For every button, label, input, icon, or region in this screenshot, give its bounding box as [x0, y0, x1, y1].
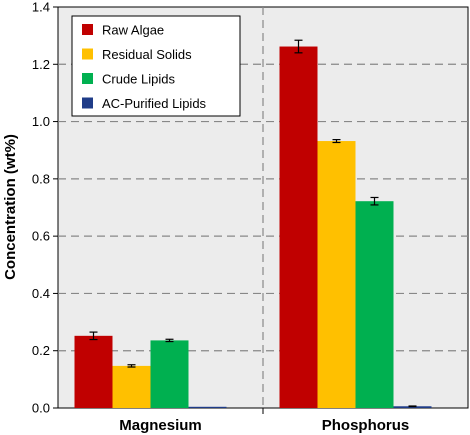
bar-residual-solids-magnesium	[112, 365, 151, 408]
y-tick-label-6: 1.2	[32, 57, 50, 72]
bar-crude-lipids-phosphorus	[355, 201, 394, 408]
bar-residual-solids-phosphorus	[317, 141, 356, 408]
y-tick-label-0: 0.0	[32, 401, 50, 416]
y-tick-label-4: 0.8	[32, 171, 50, 186]
legend-label-3: AC-Purified Lipids	[102, 96, 207, 111]
legend-label-1: Residual Solids	[102, 47, 192, 62]
y-tick-label-5: 1.0	[32, 114, 50, 129]
x-category-label-0: Magnesium	[119, 417, 202, 434]
legend-label-0: Raw Algae	[102, 23, 164, 38]
bar-crude-lipids-magnesium	[150, 340, 189, 408]
legend-box	[71, 15, 241, 117]
bar-ac-purified-lipids-magnesium	[188, 406, 227, 408]
legend-swatch-3	[82, 97, 93, 109]
y-tick-label-2: 0.4	[32, 286, 50, 301]
x-category-label-1: Phosphorus	[322, 417, 410, 434]
y-tick-label-3: 0.6	[32, 229, 50, 244]
legend-swatch-2	[82, 73, 93, 84]
legend: Raw Algae Residual Solids Crude Lipids AC-P…	[71, 15, 241, 117]
legend-swatch-1	[82, 48, 93, 60]
y-tick-label-1: 0.2	[32, 343, 50, 358]
legend-label-2: Crude Lipids	[102, 72, 175, 87]
bars-layer	[74, 39, 432, 409]
y-tick-label-7: 1.4	[32, 0, 50, 15]
legend-swatch-0	[82, 24, 93, 35]
bar-raw-algae-phosphorus	[279, 46, 318, 409]
bar-raw-algae-magnesium	[74, 335, 113, 408]
y-axis-title: Concentration (wt%)	[2, 134, 19, 280]
axes-layer: 0.0 0.2 0.4 0.6 0.8 1.0 1.2 1.4 Magnesium Phospho…	[32, 0, 409, 434]
